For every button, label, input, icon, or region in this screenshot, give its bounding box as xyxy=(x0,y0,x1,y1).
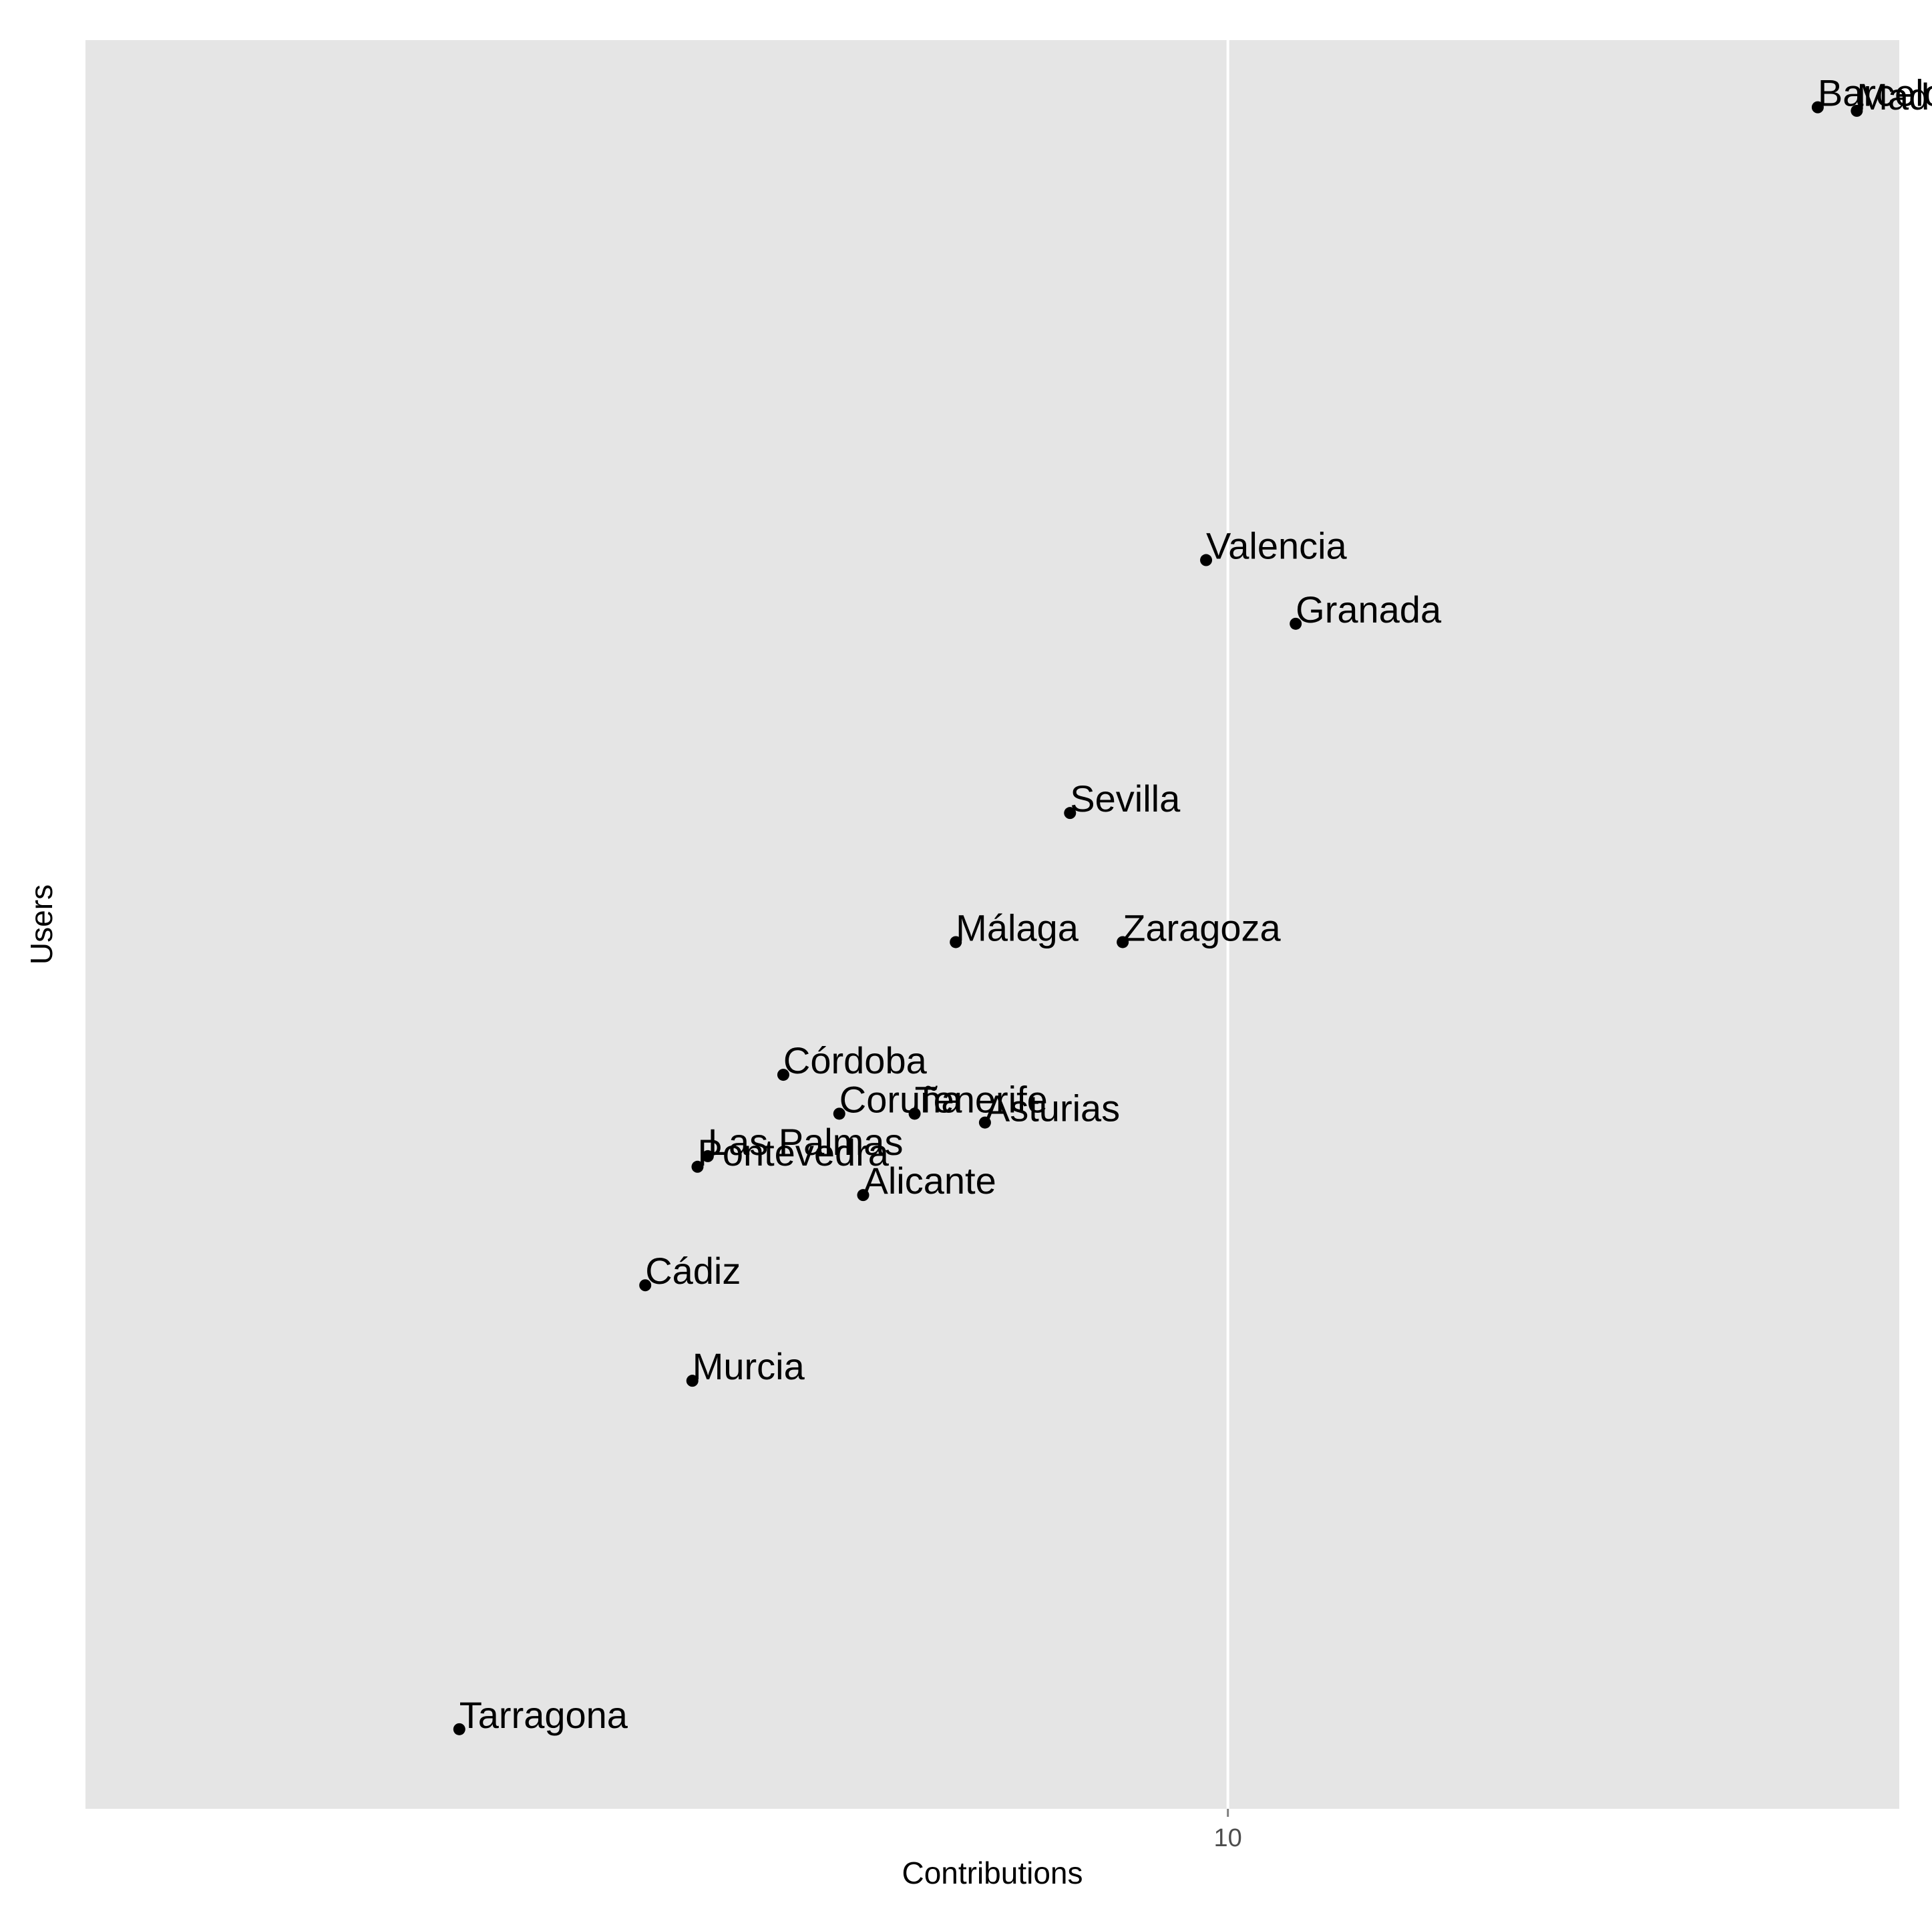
data-point-label-3: Granada xyxy=(1296,588,1442,631)
data-point-label-2: Valencia xyxy=(1206,525,1348,567)
data-point-label-8: Coruña xyxy=(839,1078,963,1120)
data-point-6 xyxy=(950,936,962,948)
data-point-8 xyxy=(833,1107,845,1120)
data-point-1 xyxy=(1851,104,1863,117)
data-point-label-11: Las Palmas xyxy=(708,1121,904,1163)
data-point-14 xyxy=(639,1279,652,1292)
data-point-label-7: Córdoba xyxy=(783,1039,928,1081)
data-point-label-0: Barcelona xyxy=(1818,72,1932,114)
x-tick-label-0: 10 xyxy=(1214,1824,1242,1852)
data-point-7 xyxy=(777,1069,789,1081)
data-point-label-1: Madrid xyxy=(1857,75,1932,118)
data-point-label-6: Málaga xyxy=(956,906,1079,948)
data-points: BarcelonaMadrid Valencia Granada Sevilla Zar… xyxy=(453,72,1932,1736)
data-point-15 xyxy=(686,1375,699,1387)
data-point-2 xyxy=(1200,554,1213,566)
data-point-label-5: Zaragoza xyxy=(1123,906,1281,948)
x-axis-ticks: 10 xyxy=(1214,1809,1242,1852)
data-point-label-13: Alicante xyxy=(863,1160,996,1202)
data-point-0 xyxy=(1811,101,1824,114)
data-point-label-4: Sevilla xyxy=(1070,777,1181,820)
data-point-5 xyxy=(1117,936,1129,948)
data-point-3 xyxy=(1290,617,1302,630)
data-point-12 xyxy=(691,1160,704,1173)
data-point-10 xyxy=(978,1116,991,1129)
x-axis-title: Contributions xyxy=(902,1856,1083,1890)
y-axis-title: Users xyxy=(24,884,59,965)
data-point-11 xyxy=(701,1150,714,1162)
data-point-16 xyxy=(453,1723,465,1735)
data-point-label-12: Pontevedra xyxy=(697,1132,889,1174)
data-point-4 xyxy=(1064,807,1077,820)
data-point-label-10: Asturias xyxy=(985,1087,1120,1130)
data-point-13 xyxy=(857,1189,870,1202)
data-point-label-16: Tarragona xyxy=(459,1694,628,1736)
plot-panel xyxy=(85,40,1899,1809)
data-point-9 xyxy=(908,1107,921,1120)
data-point-label-15: Murcia xyxy=(693,1345,805,1387)
data-point-label-9: Tenerife xyxy=(915,1078,1048,1120)
data-point-label-14: Cádiz xyxy=(645,1250,741,1292)
